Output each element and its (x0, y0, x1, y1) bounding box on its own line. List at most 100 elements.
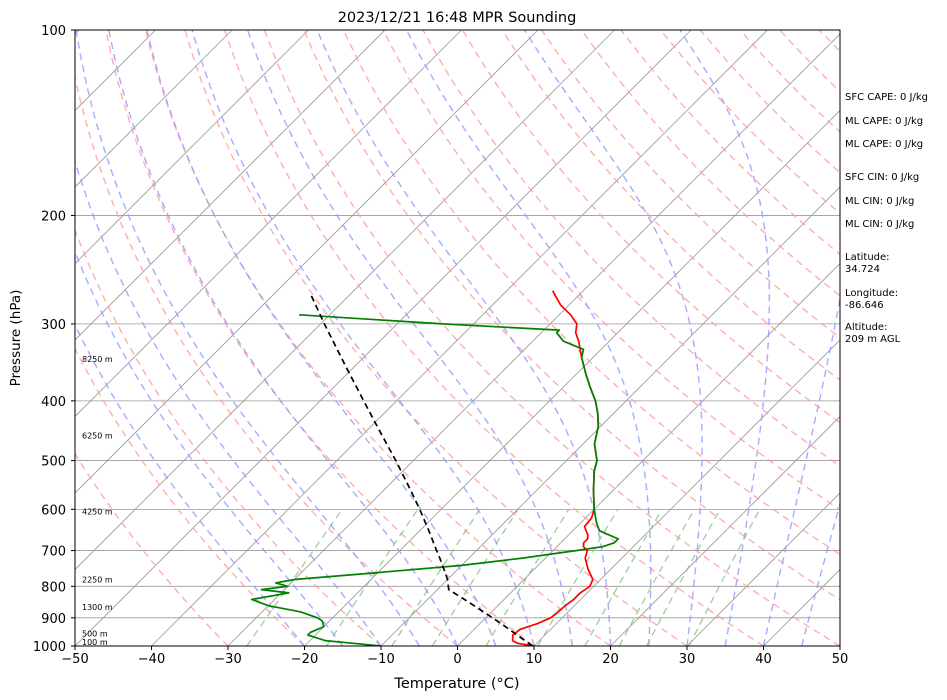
height-label: 4250 m (82, 508, 113, 517)
dry-adiabat (75, 73, 458, 646)
dry-adiabat (184, 30, 688, 646)
sfc-cin-text: SFC CIN: 0 J/kg (845, 172, 920, 183)
isotherm (75, 30, 386, 341)
x-tick-label: −10 (367, 652, 394, 667)
y-tick-label: 200 (41, 209, 66, 224)
height-label: 500 m (82, 630, 108, 639)
isotherm (610, 415, 840, 646)
dry-adiabat (224, 30, 764, 646)
height-label: 8250 m (82, 355, 113, 364)
x-tick-label: 20 (602, 652, 619, 667)
height-label: 2250 m (82, 576, 113, 585)
ml-cin-text: ML CIN: 0 J/kg (845, 196, 915, 207)
moist-adiabat (108, 30, 459, 646)
latitude-value: 34.724 (845, 264, 880, 275)
isotherm (75, 30, 692, 646)
y-tick-label: 500 (41, 455, 66, 470)
isotherm (75, 30, 615, 571)
mixing-ratio-line (391, 508, 481, 646)
mixing-ratio-line (431, 508, 519, 646)
dry-adiabat (501, 30, 840, 381)
isotherm (380, 186, 840, 646)
dry-adiabat (461, 30, 840, 424)
x-tick-label: 10 (526, 652, 543, 667)
moist-adiabat (75, 158, 382, 646)
x-tick-label: −20 (291, 652, 318, 667)
mixing-ratio-line (618, 508, 695, 646)
dry-adiabat (342, 30, 840, 556)
mixing-ratio-line (246, 508, 343, 646)
y-tick-label: 600 (41, 503, 66, 518)
y-tick-label: 300 (41, 318, 66, 333)
y-tick-label: 900 (41, 612, 66, 627)
mixing-ratio-line (584, 508, 663, 646)
chart-title: 2023/12/21 16:48 MPR Sounding (338, 10, 577, 26)
x-tick-label: −40 (138, 652, 165, 667)
y-axis: 100 200 300 400 500 600 700 800 900 1000 (33, 24, 75, 655)
x-axis: −50 −40 −30 −20 −10 0 10 20 30 40 50 (61, 646, 848, 667)
isotherm (227, 33, 840, 646)
chart-series (250, 290, 620, 646)
isotherm (533, 339, 840, 646)
ml-cape-text: ML CAPE: 0 J/kg (845, 116, 924, 127)
x-tick-label: 30 (679, 652, 696, 667)
moist-adiabat (405, 30, 652, 646)
parcel-line (310, 295, 533, 646)
temperature-line (511, 290, 600, 646)
mixing-ratio-line (688, 508, 761, 646)
height-label: 100 m (82, 638, 108, 647)
isotherm (75, 30, 539, 494)
moist-adiabat (75, 30, 420, 646)
isotherm (75, 30, 462, 418)
isotherm (304, 109, 840, 646)
isotherm (457, 262, 840, 646)
moist-adiabat (191, 30, 535, 646)
x-axis-label: Temperature (°C) (393, 676, 519, 692)
altitude-label: Altitude: (845, 322, 888, 333)
isotherm (151, 30, 768, 646)
sfc-cape-text: SFC CAPE: 0 J/kg (845, 92, 928, 103)
longitude-label: Longitude: (845, 288, 899, 299)
x-tick-label: −30 (214, 652, 241, 667)
mixing-ratio-line (485, 508, 570, 646)
dry-adiabat (75, 452, 229, 646)
mixing-ratio-line (325, 508, 419, 646)
moist-adiabat (523, 30, 703, 646)
isotherm (686, 492, 840, 646)
dry-adiabat (105, 30, 535, 646)
mixing-ratio-line (646, 508, 721, 646)
y-tick-label: 800 (41, 580, 66, 595)
y-tick-label: 1000 (33, 640, 66, 655)
altitude-value: 209 m AGL (845, 334, 901, 345)
height-label: 6250 m (82, 431, 113, 440)
x-tick-label: 0 (453, 652, 461, 667)
dewpoint-line (250, 313, 620, 646)
isotherm (0, 30, 3, 646)
moist-adiabat (316, 30, 612, 646)
moist-adiabat (146, 30, 497, 646)
x-tick-label: −50 (61, 652, 88, 667)
y-tick-label: 700 (41, 545, 66, 560)
dry-adiabat (144, 30, 611, 646)
x-tick-label: 40 (755, 652, 772, 667)
ml-cape-text-2: ML CAPE: 0 J/kg (845, 139, 924, 150)
moist-adiabat (75, 323, 306, 646)
x-tick-label: 50 (832, 652, 849, 667)
longitude-value: -86.646 (845, 300, 884, 311)
chart-grid (0, 30, 840, 646)
y-axis-label: Pressure (hPa) (8, 290, 24, 387)
height-label: 1300 m (82, 603, 113, 612)
latitude-label: Latitude: (845, 252, 890, 263)
dry-adiabat (263, 30, 840, 646)
y-tick-label: 100 (41, 24, 66, 39)
isotherm (75, 30, 309, 265)
moist-adiabat (75, 250, 344, 646)
mixing-ratio-line (537, 508, 619, 646)
dry-adiabat (303, 30, 840, 601)
y-tick-label: 400 (41, 395, 66, 410)
isotherm (75, 30, 233, 188)
dry-adiabat (75, 228, 382, 646)
ml-cin-text-2: ML CIN: 0 J/kg (845, 219, 915, 230)
